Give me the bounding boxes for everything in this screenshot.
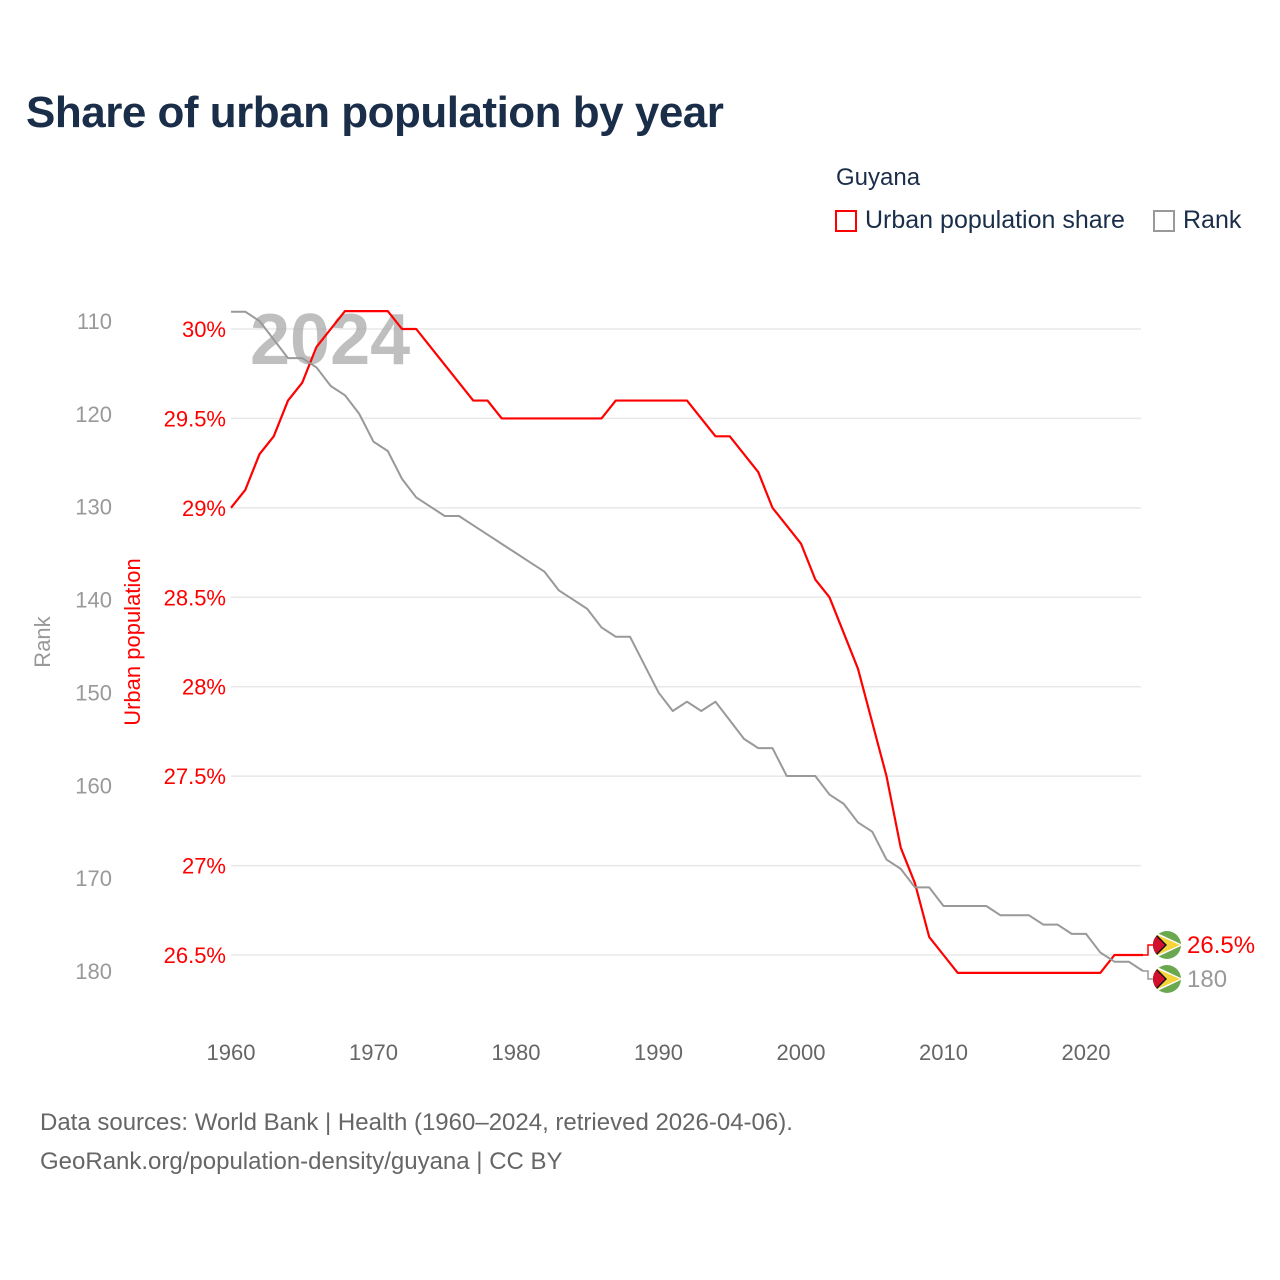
- x-tick-label: 2010: [919, 1040, 968, 1065]
- legend-item-rank[interactable]: Rank: [1153, 206, 1241, 235]
- legend-title: Guyana: [836, 164, 921, 191]
- footer-attribution: GeoRank.org/population-density/guyana | …: [40, 1148, 563, 1175]
- urban-axis-label: Urban population: [120, 558, 145, 726]
- end-value-label: 26.5%: [1187, 932, 1255, 959]
- x-tick-label: 1990: [634, 1040, 683, 1065]
- urban-tick-label: 29.5%: [164, 406, 226, 431]
- urban-tick-label: 28.5%: [164, 585, 226, 610]
- rank-tick-label: 150: [75, 680, 112, 705]
- rank-tick-label: 160: [75, 773, 112, 798]
- urban-tick-label: 28%: [182, 675, 226, 700]
- rank-tick-label: 180: [75, 959, 112, 984]
- legend-swatch-rank: [1153, 209, 1175, 232]
- rank-tick-label: 120: [75, 402, 112, 427]
- chart-title: Share of urban population by year: [26, 88, 724, 137]
- x-tick-label: 1980: [492, 1040, 541, 1065]
- legend-item-urban[interactable]: Urban population share: [835, 206, 1125, 235]
- end-value-label: 180: [1187, 966, 1227, 993]
- urban-tick-label: 29%: [182, 496, 226, 521]
- x-tick-label: 2020: [1062, 1040, 1111, 1065]
- guyana-flag-icon: [1153, 931, 1181, 959]
- rank-tick-label: 170: [75, 866, 112, 891]
- legend-swatch-urban: [835, 209, 857, 232]
- rank-axis-label: Rank: [30, 615, 55, 667]
- rank-tick-label: 130: [75, 495, 112, 520]
- urban-tick-label: 27%: [182, 854, 226, 879]
- guyana-flag-icon: [1153, 965, 1181, 993]
- urban-tick-label: 26.5%: [164, 943, 226, 968]
- series-line-rank: [231, 310, 1144, 972]
- series-line-urban: [230, 310, 1143, 974]
- footer-sources: Data sources: World Bank | Health (1960–…: [40, 1109, 793, 1136]
- urban-tick-label: 27.5%: [164, 764, 226, 789]
- rank-tick-label: 140: [75, 588, 112, 613]
- x-tick-label: 2000: [777, 1040, 826, 1065]
- legend-label-urban: Urban population share: [865, 206, 1125, 234]
- x-tick-label: 1970: [349, 1040, 398, 1065]
- legend-label-rank: Rank: [1183, 206, 1242, 234]
- rank-tick-label: 110: [77, 309, 112, 334]
- urban-tick-label: 30%: [182, 317, 226, 342]
- x-tick-label: 1960: [207, 1040, 256, 1065]
- year-watermark: 2024: [250, 300, 410, 380]
